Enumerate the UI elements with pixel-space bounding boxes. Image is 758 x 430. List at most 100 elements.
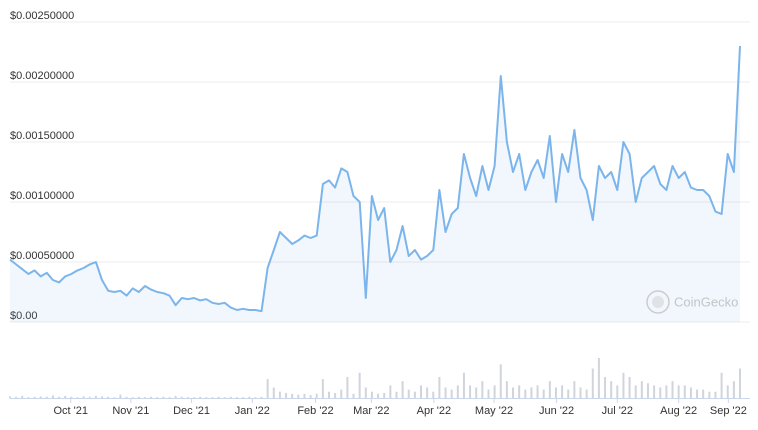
volume-bar: [217, 396, 220, 398]
x-tick-label: Mar '22: [353, 405, 389, 417]
volume-bar: [180, 396, 183, 398]
volume-bar: [677, 385, 680, 398]
volume-bar: [634, 385, 637, 398]
volume-bar: [512, 387, 515, 398]
volume-bar: [150, 396, 153, 398]
volume-bar: [248, 396, 251, 398]
volume-bar: [94, 395, 97, 398]
volume-bar: [27, 397, 30, 398]
volume-bar: [450, 389, 453, 398]
volume-bar: [119, 394, 122, 398]
volume-bar: [88, 396, 91, 398]
volume-bar: [591, 368, 594, 398]
volume-bar: [297, 394, 300, 398]
y-tick-label: $0.00250000: [10, 10, 74, 22]
x-tick-label: Jun '22: [539, 405, 574, 417]
volume-bar: [321, 379, 324, 398]
y-tick-label: $0.00150000: [10, 130, 74, 142]
volume-bar: [58, 396, 61, 398]
volume-bar: [401, 381, 404, 398]
volume-bar: [131, 397, 134, 398]
volume-bar: [554, 387, 557, 398]
volume-bar: [395, 391, 398, 398]
volume-bar: [364, 387, 367, 398]
volume-bar: [193, 397, 196, 398]
volume-bar: [242, 397, 245, 398]
volume-bar: [370, 391, 373, 398]
volume-bar: [481, 381, 484, 398]
x-tick-label: Aug '22: [660, 405, 697, 417]
volume-bar: [665, 385, 668, 398]
volume-bar: [708, 391, 711, 398]
volume-bar: [9, 396, 11, 398]
volume-bar: [518, 385, 521, 398]
volume-bar: [407, 389, 410, 398]
volume-bar: [426, 387, 429, 398]
volume-bar: [622, 372, 625, 398]
volume-bar: [266, 379, 269, 398]
area: [10, 46, 740, 322]
volume-bar: [726, 385, 729, 398]
volume-bar: [420, 385, 423, 398]
volume-bar: [113, 397, 116, 398]
x-tick-label: Jan '22: [235, 405, 270, 417]
volume-bar: [199, 396, 202, 398]
volume-bar: [499, 364, 502, 398]
volume-bar: [616, 385, 619, 398]
y-tick-label: $0.00: [10, 310, 38, 322]
volume-bar: [567, 389, 570, 398]
volume-bar: [536, 385, 539, 398]
volume-bar: [377, 393, 380, 398]
volume-bar: [714, 391, 717, 398]
x-tick-label: May '22: [475, 405, 513, 417]
volume-bar: [64, 395, 67, 398]
volume-bar: [487, 389, 490, 398]
volume-bar: [530, 387, 533, 398]
y-tick-label: $0.00050000: [10, 250, 74, 262]
volume-bar: [33, 396, 36, 398]
x-tick-label: Dec '21: [173, 405, 210, 417]
volume-bar: [597, 358, 600, 398]
volume-bar: [475, 387, 478, 398]
volume-bar: [143, 397, 146, 398]
volume-bar: [101, 396, 104, 398]
x-tick-label: Nov '21: [112, 405, 149, 417]
volume-bar: [45, 396, 48, 398]
volume-bar: [524, 389, 527, 398]
volume-bar: [732, 381, 735, 398]
x-tick-label: Apr '22: [417, 405, 452, 417]
volume-bar: [107, 396, 110, 398]
volume-bar: [278, 391, 281, 398]
volume-bar: [168, 397, 171, 398]
volume-bar: [548, 381, 551, 398]
volume-bar: [610, 381, 613, 398]
watermark-logo-inner: [652, 296, 664, 308]
volume-bar: [223, 397, 226, 398]
volume-bar: [82, 396, 85, 398]
volume-bar: [462, 372, 465, 398]
volume-bar: [389, 385, 392, 398]
volume-bar: [156, 397, 159, 398]
volume-bar: [444, 387, 447, 398]
volume-bar: [561, 385, 564, 398]
volume-bar: [659, 387, 662, 398]
volume-bar: [235, 397, 238, 398]
volume-bar: [696, 389, 699, 398]
x-tick-label: Feb '22: [297, 405, 333, 417]
volume-bar: [542, 389, 545, 398]
x-tick-label: Oct '21: [53, 405, 88, 417]
watermark-logo: [646, 290, 670, 314]
volume-bar: [720, 372, 723, 398]
y-tick-label: $0.00100000: [10, 190, 74, 202]
volume-bar: [21, 395, 24, 398]
volume-bar: [285, 392, 288, 398]
volume-bar: [671, 381, 674, 398]
volume-bar: [346, 376, 349, 398]
volume-bar: [76, 397, 79, 398]
volume-bar: [291, 393, 294, 398]
volume-bar: [573, 381, 576, 398]
x-tick-label: Jul '22: [602, 405, 633, 417]
volume-bar: [493, 385, 496, 398]
volume-bar: [174, 395, 177, 398]
